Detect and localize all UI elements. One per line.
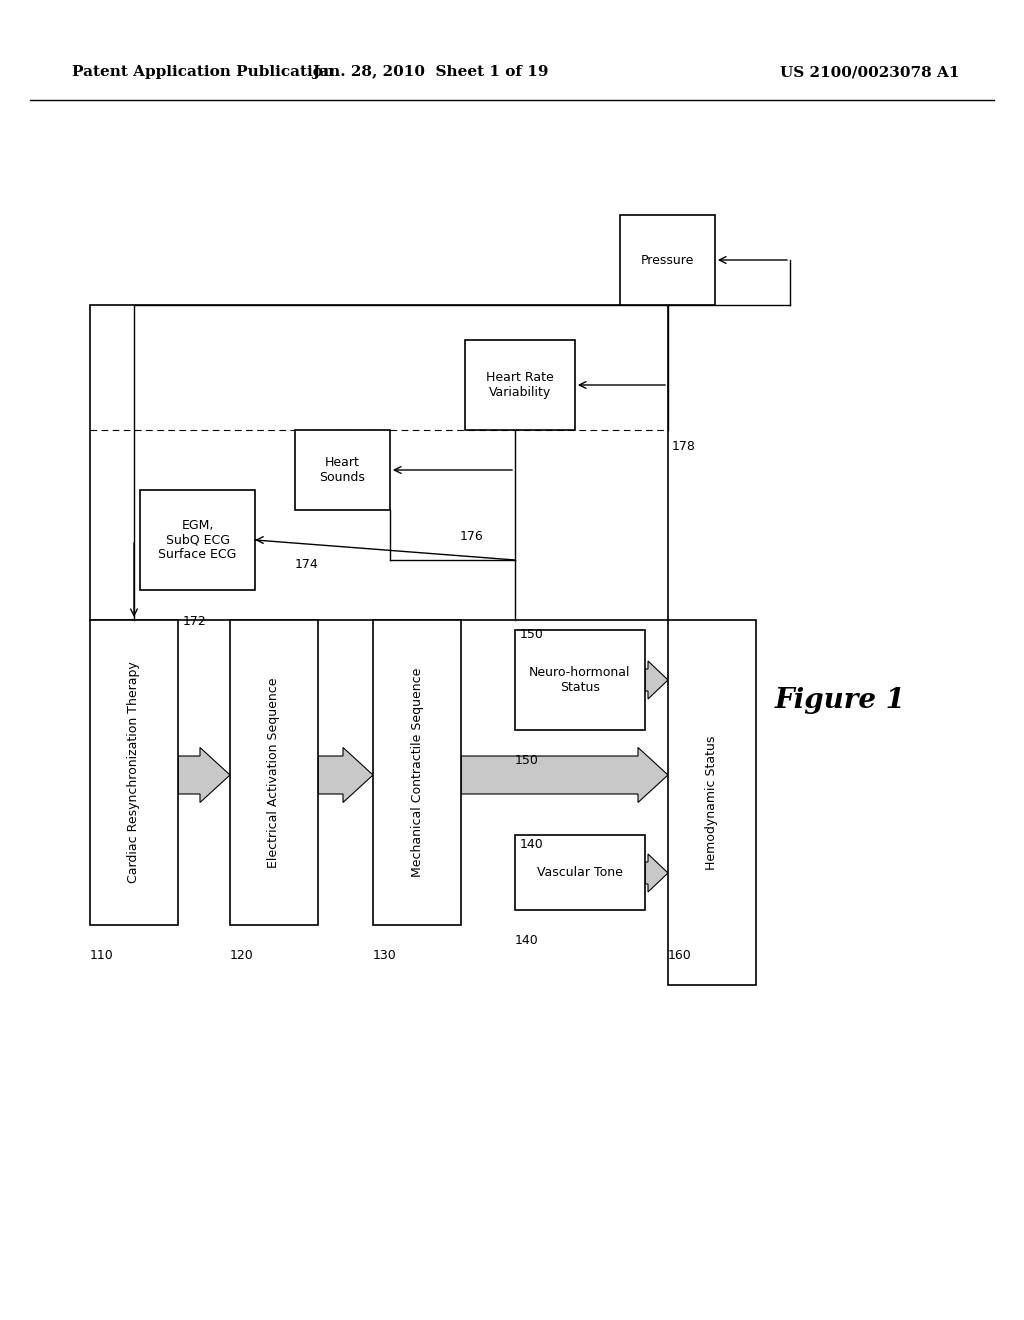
FancyArrow shape bbox=[645, 661, 668, 700]
Text: Jan. 28, 2010  Sheet 1 of 19: Jan. 28, 2010 Sheet 1 of 19 bbox=[311, 65, 548, 79]
Text: Figure 1: Figure 1 bbox=[774, 686, 905, 714]
Bar bbox=[90, 305, 668, 620]
FancyArrow shape bbox=[645, 854, 668, 892]
Text: 130: 130 bbox=[373, 949, 396, 962]
Bar bbox=[465, 341, 575, 430]
Text: US 2100/0023078 A1: US 2100/0023078 A1 bbox=[780, 65, 961, 79]
Bar bbox=[373, 620, 461, 925]
Bar bbox=[620, 215, 715, 305]
Bar bbox=[295, 430, 390, 510]
Text: 172: 172 bbox=[183, 615, 207, 628]
Bar bbox=[515, 836, 645, 909]
Text: Heart
Sounds: Heart Sounds bbox=[319, 455, 366, 484]
Text: Neuro-hormonal
Status: Neuro-hormonal Status bbox=[529, 667, 631, 694]
Text: Cardiac Resynchronization Therapy: Cardiac Resynchronization Therapy bbox=[128, 661, 140, 883]
Text: Pressure: Pressure bbox=[641, 253, 694, 267]
Text: 150: 150 bbox=[520, 628, 544, 642]
Text: Electrical Activation Sequence: Electrical Activation Sequence bbox=[267, 677, 281, 867]
Text: Vascular Tone: Vascular Tone bbox=[537, 866, 623, 879]
Text: 160: 160 bbox=[668, 949, 692, 962]
Text: 140: 140 bbox=[520, 838, 544, 851]
FancyArrow shape bbox=[461, 747, 668, 803]
Text: 174: 174 bbox=[295, 558, 318, 572]
Text: Patent Application Publication: Patent Application Publication bbox=[72, 65, 334, 79]
Bar bbox=[515, 630, 645, 730]
Text: 110: 110 bbox=[90, 949, 114, 962]
Text: 120: 120 bbox=[230, 949, 254, 962]
Bar bbox=[230, 620, 318, 925]
Text: 140: 140 bbox=[515, 935, 539, 946]
Text: 178: 178 bbox=[672, 440, 696, 453]
Bar bbox=[90, 620, 178, 925]
Text: Heart Rate
Variability: Heart Rate Variability bbox=[486, 371, 554, 399]
FancyArrow shape bbox=[318, 747, 373, 803]
FancyArrow shape bbox=[178, 747, 230, 803]
Text: Mechanical Contractile Sequence: Mechanical Contractile Sequence bbox=[411, 668, 424, 878]
Text: 150: 150 bbox=[515, 754, 539, 767]
Bar bbox=[668, 620, 756, 985]
Text: EGM,
SubQ ECG
Surface ECG: EGM, SubQ ECG Surface ECG bbox=[159, 519, 237, 561]
Bar bbox=[140, 490, 255, 590]
Text: 176: 176 bbox=[460, 531, 483, 543]
Text: Hemodynamic Status: Hemodynamic Status bbox=[706, 735, 719, 870]
